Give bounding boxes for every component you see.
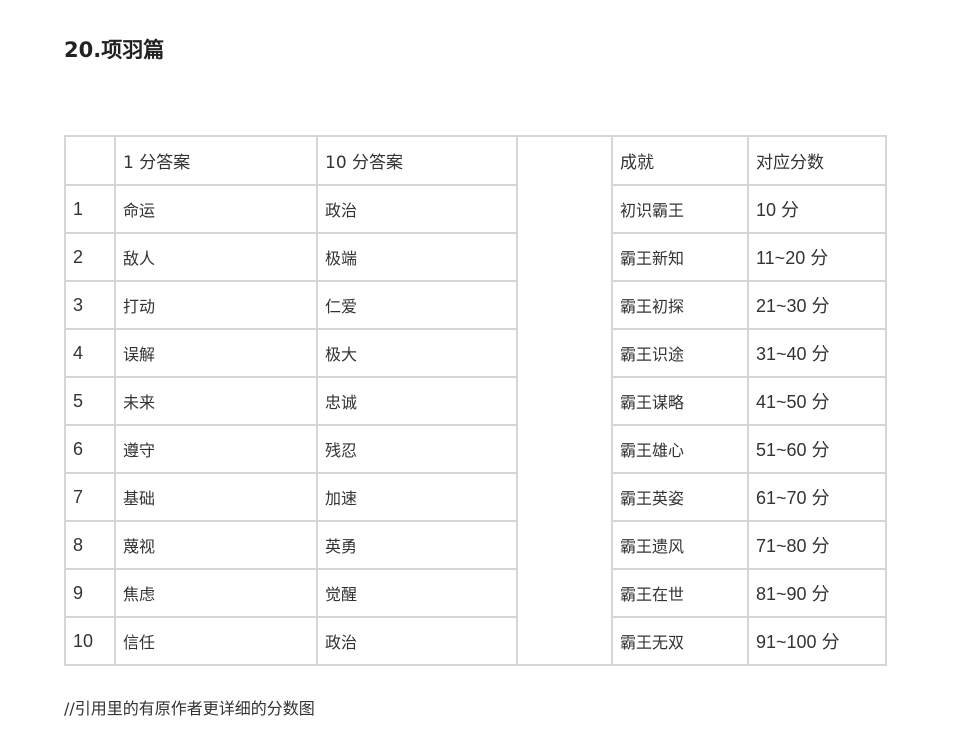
achievement: 霸王新知 xyxy=(611,232,749,282)
answer-10-point: 政治 xyxy=(316,184,518,234)
table-row: 10 信任 政治 霸王无双 91~100 分 xyxy=(64,616,887,666)
achievement: 霸王识途 xyxy=(611,328,749,378)
answer-1-point: 未来 xyxy=(114,376,318,426)
table-row: 5 未来 忠诚 霸王谋略 41~50 分 xyxy=(64,376,887,426)
table-row: 7 基础 加速 霸王英姿 61~70 分 xyxy=(64,472,887,522)
table-row: 1 命运 政治 初识霸王 10 分 xyxy=(64,184,887,234)
table-row: 3 打动 仁爱 霸王初探 21~30 分 xyxy=(64,280,887,330)
row-index: 5 xyxy=(64,376,116,426)
answer-10-point: 英勇 xyxy=(316,520,518,570)
answer-10-point: 政治 xyxy=(316,616,518,666)
header-index xyxy=(64,135,116,186)
achievement: 霸王谋略 xyxy=(611,376,749,426)
score-range: 21~30 分 xyxy=(747,280,887,330)
answer-10-point: 仁爱 xyxy=(316,280,518,330)
score-range: 71~80 分 xyxy=(747,520,887,570)
table-row: 8 蔑视 英勇 霸王遗风 71~80 分 xyxy=(64,520,887,570)
page-title: 20.项羽篇 xyxy=(64,38,165,62)
row-index: 7 xyxy=(64,472,116,522)
row-index: 3 xyxy=(64,280,116,330)
score-range: 81~90 分 xyxy=(747,568,887,618)
achievement: 霸王在世 xyxy=(611,568,749,618)
answer-10-point: 加速 xyxy=(316,472,518,522)
header-10-point-answer: 10 分答案 xyxy=(316,135,518,186)
score-range: 11~20 分 xyxy=(747,232,887,282)
score-range: 61~70 分 xyxy=(747,472,887,522)
row-index: 9 xyxy=(64,568,116,618)
answer-1-point: 信任 xyxy=(114,616,318,666)
table-row: 4 误解 极大 霸王识途 31~40 分 xyxy=(64,328,887,378)
answer-1-point: 命运 xyxy=(114,184,318,234)
header-achievement: 成就 xyxy=(611,135,749,186)
answer-10-point: 极大 xyxy=(316,328,518,378)
answer-10-point: 觉醒 xyxy=(316,568,518,618)
score-range: 41~50 分 xyxy=(747,376,887,426)
answer-10-point: 极端 xyxy=(316,232,518,282)
answer-1-point: 打动 xyxy=(114,280,318,330)
achievement: 霸王遗风 xyxy=(611,520,749,570)
spacer-column xyxy=(516,135,613,666)
achievement: 霸王初探 xyxy=(611,280,749,330)
answer-1-point: 焦虑 xyxy=(114,568,318,618)
achievement: 霸王雄心 xyxy=(611,424,749,474)
achievement: 霸王英姿 xyxy=(611,472,749,522)
table-row: 9 焦虑 觉醒 霸王在世 81~90 分 xyxy=(64,568,887,618)
row-index: 1 xyxy=(64,184,116,234)
answer-1-point: 基础 xyxy=(114,472,318,522)
answer-1-point: 误解 xyxy=(114,328,318,378)
header-score: 对应分数 xyxy=(747,135,887,186)
row-index: 6 xyxy=(64,424,116,474)
table-row: 6 遵守 残忍 霸王雄心 51~60 分 xyxy=(64,424,887,474)
table-header-row: 1 分答案 10 分答案 成就 对应分数 xyxy=(64,135,887,666)
answer-1-point: 遵守 xyxy=(114,424,318,474)
row-index: 10 xyxy=(64,616,116,666)
row-index: 4 xyxy=(64,328,116,378)
answer-1-point: 敌人 xyxy=(114,232,318,282)
achievement: 初识霸王 xyxy=(611,184,749,234)
footer-note: //引用里的有原作者更详细的分数图 xyxy=(64,699,315,718)
table-row: 2 敌人 极端 霸王新知 11~20 分 xyxy=(64,232,887,282)
answer-10-point: 残忍 xyxy=(316,424,518,474)
answer-1-point: 蔑视 xyxy=(114,520,318,570)
achievement: 霸王无双 xyxy=(611,616,749,666)
header-1-point-answer: 1 分答案 xyxy=(114,135,318,186)
answer-10-point: 忠诚 xyxy=(316,376,518,426)
answer-table: 1 分答案 10 分答案 成就 对应分数 1 命运 政治 初识霸王 10 分 2 敌人 极端霸… xyxy=(64,135,887,666)
score-range: 10 分 xyxy=(747,184,887,234)
score-range: 91~100 分 xyxy=(747,616,887,666)
score-range: 31~40 分 xyxy=(747,328,887,378)
row-index: 2 xyxy=(64,232,116,282)
row-index: 8 xyxy=(64,520,116,570)
score-range: 51~60 分 xyxy=(747,424,887,474)
